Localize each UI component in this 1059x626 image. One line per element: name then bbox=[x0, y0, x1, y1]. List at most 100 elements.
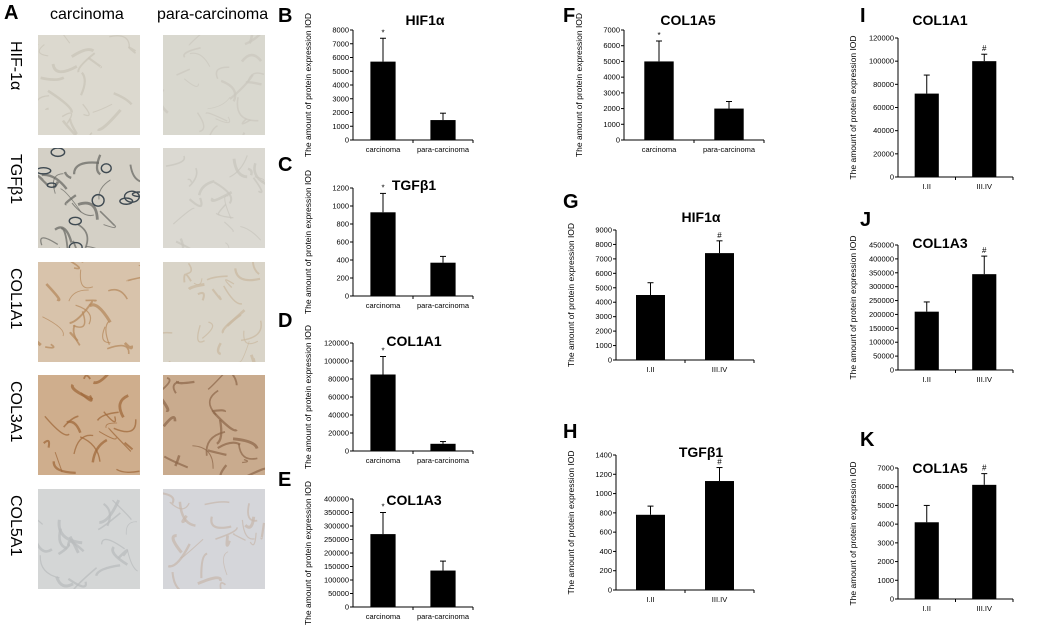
panel-letter-e: E bbox=[278, 469, 291, 491]
bar-chart-i: I COL1A1 The amount of protein expression … bbox=[848, 5, 1014, 191]
significance-mark: * bbox=[381, 183, 384, 192]
y-tick-label: 600 bbox=[336, 238, 349, 247]
y-tick-label: 2000 bbox=[603, 104, 620, 113]
y-tick-label: 60000 bbox=[873, 103, 894, 112]
bar bbox=[430, 443, 456, 451]
chart-title: TGFβ1 bbox=[392, 177, 437, 193]
y-tick-label: 0 bbox=[890, 595, 894, 604]
y-tick-label: 3000 bbox=[603, 88, 620, 97]
y-tick-label: 1000 bbox=[877, 576, 894, 585]
category-label: carcinoma bbox=[366, 456, 401, 465]
y-tick-label: 3000 bbox=[877, 538, 894, 547]
y-tick-label: 1000 bbox=[603, 120, 620, 129]
y-tick-label: 60000 bbox=[328, 393, 349, 402]
y-tick-label: 4000 bbox=[603, 73, 620, 82]
y-tick-label: 1000 bbox=[595, 341, 612, 350]
bar bbox=[430, 570, 456, 607]
y-tick-label: 120000 bbox=[869, 34, 894, 43]
chart-title: COL1A1 bbox=[912, 12, 967, 28]
micrograph-carcinoma bbox=[38, 375, 140, 475]
y-axis-label: The amount of protein expression IOD bbox=[303, 13, 313, 157]
y-tick-label: 5000 bbox=[595, 283, 612, 292]
y-tick-label: 3000 bbox=[332, 94, 349, 103]
y-tick-label: 800 bbox=[599, 508, 612, 517]
y-tick-label: 400000 bbox=[869, 254, 894, 263]
chart-title: COL1A3 bbox=[912, 235, 967, 251]
panel-letter-i: I bbox=[860, 5, 866, 27]
y-tick-label: 40000 bbox=[873, 126, 894, 135]
y-tick-label: 400 bbox=[336, 256, 349, 265]
y-axis-label: The amount of protein expression IOD bbox=[574, 13, 584, 157]
bar bbox=[430, 120, 456, 140]
panel-letter-a: A bbox=[4, 2, 19, 24]
micrograph-para-carcinoma bbox=[163, 148, 265, 248]
y-tick-label: 350000 bbox=[869, 268, 894, 277]
y-axis-label: The amount of protein expression IOD bbox=[848, 35, 858, 179]
bar bbox=[914, 522, 939, 599]
category-label: I.II bbox=[923, 375, 931, 384]
y-tick-label: 7000 bbox=[877, 464, 894, 473]
category-label: I.II bbox=[646, 365, 654, 374]
chart-title: COL1A1 bbox=[386, 333, 441, 349]
bar bbox=[370, 212, 396, 296]
bar bbox=[370, 61, 396, 140]
y-tick-label: 7000 bbox=[595, 254, 612, 263]
chart-title: COL1A3 bbox=[386, 492, 441, 508]
bar bbox=[636, 295, 665, 360]
y-tick-label: 6000 bbox=[332, 53, 349, 62]
significance-mark: * bbox=[381, 503, 384, 512]
y-tick-label: 1000 bbox=[332, 202, 349, 211]
y-axis-label: The amount of protein expression IOD bbox=[303, 325, 313, 469]
y-tick-label: 0 bbox=[345, 136, 349, 145]
y-tick-label: 100000 bbox=[324, 357, 349, 366]
bar bbox=[705, 253, 734, 360]
y-tick-label: 20000 bbox=[328, 429, 349, 438]
significance-mark: # bbox=[717, 458, 722, 467]
category-label: III.IV bbox=[712, 365, 727, 374]
bar-chart-d: D COL1A1 The amount of protein expression … bbox=[278, 310, 474, 469]
bar bbox=[370, 374, 396, 451]
y-tick-label: 5000 bbox=[877, 501, 894, 510]
chart-title: HIF1α bbox=[682, 209, 721, 225]
y-tick-label: 150000 bbox=[869, 324, 894, 333]
y-tick-label: 100000 bbox=[324, 576, 349, 585]
y-tick-label: 1200 bbox=[332, 184, 349, 193]
significance-mark: # bbox=[982, 464, 987, 473]
y-tick-label: 450000 bbox=[869, 241, 894, 250]
category-label: carcinoma bbox=[366, 612, 401, 621]
panel-letter-c: C bbox=[278, 154, 292, 176]
category-label: III.IV bbox=[977, 182, 992, 191]
micrograph-panel: A carcinoma para-carcinoma HIF-1α TGFβ1 CO… bbox=[0, 0, 280, 626]
bar-chart-e: E COL1A3 The amount of protein expression … bbox=[278, 469, 474, 625]
y-tick-label: 1400 bbox=[595, 451, 612, 460]
y-tick-label: 7000 bbox=[332, 39, 349, 48]
bar-chart-g: G HIF1α The amount of protein expression I… bbox=[563, 191, 755, 374]
micrograph-para-carcinoma bbox=[163, 35, 265, 135]
micrograph-carcinoma bbox=[38, 35, 140, 135]
category-label: para-carcinoma bbox=[417, 145, 470, 154]
y-axis-label: The amount of protein expression IOD bbox=[303, 481, 313, 625]
significance-mark: * bbox=[381, 347, 384, 356]
category-label: para-carcinoma bbox=[703, 145, 756, 154]
column-header-para-carcinoma: para-carcinoma bbox=[157, 6, 269, 23]
y-tick-label: 200 bbox=[599, 566, 612, 575]
y-tick-label: 8000 bbox=[595, 240, 612, 249]
y-tick-label: 0 bbox=[890, 173, 894, 182]
y-tick-label: 2000 bbox=[595, 327, 612, 336]
y-tick-label: 0 bbox=[345, 447, 349, 456]
micrograph-carcinoma bbox=[38, 148, 140, 248]
significance-mark: # bbox=[982, 44, 987, 53]
y-tick-label: 1000 bbox=[595, 489, 612, 498]
category-label: I.II bbox=[646, 595, 654, 604]
y-tick-label: 80000 bbox=[873, 80, 894, 89]
bar bbox=[644, 61, 674, 140]
y-tick-label: 1000 bbox=[332, 122, 349, 131]
y-tick-label: 2000 bbox=[877, 557, 894, 566]
y-tick-label: 3000 bbox=[595, 312, 612, 321]
y-tick-label: 600 bbox=[599, 528, 612, 537]
y-tick-label: 4000 bbox=[595, 298, 612, 307]
bar bbox=[972, 61, 997, 177]
y-tick-label: 100000 bbox=[869, 338, 894, 347]
category-label: III.IV bbox=[712, 595, 727, 604]
bar-chart-h: H TGFβ1 The amount of protein expression I… bbox=[563, 421, 755, 604]
